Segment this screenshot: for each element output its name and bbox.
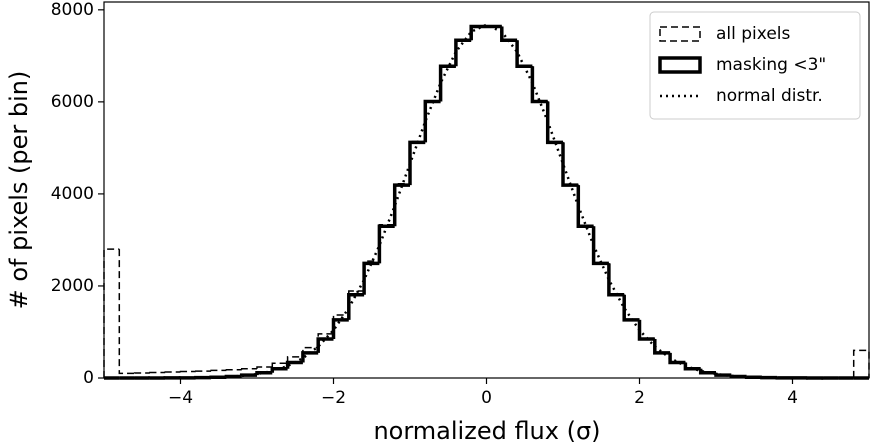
hist-bin <box>622 294 640 322</box>
hist-bin <box>577 184 594 227</box>
hist-bin <box>654 338 671 354</box>
hist-bin <box>653 339 671 355</box>
hist-bin <box>454 38 472 67</box>
hist-bin <box>469 24 487 41</box>
hist-bin <box>623 294 640 321</box>
plot-frame <box>103 1 870 379</box>
x-tick-label: −2 <box>321 388 346 408</box>
normal-curve <box>104 23 869 380</box>
hist-bin <box>316 337 334 353</box>
hist-bin <box>270 367 288 373</box>
hist-bin <box>637 319 655 341</box>
hist-bin <box>256 366 273 369</box>
hist-bin <box>576 185 594 229</box>
hist-bin <box>239 373 257 377</box>
hist-bin <box>638 319 655 340</box>
hist-bin <box>531 65 548 102</box>
hist-bin <box>392 183 410 227</box>
legend-box <box>649 11 861 120</box>
legend-label: all pixels <box>716 24 791 44</box>
hist-bin <box>607 263 625 297</box>
hist-bin <box>501 26 518 41</box>
hist-bin <box>500 26 518 43</box>
hist-bin <box>516 40 533 67</box>
x-tick-label: −4 <box>168 388 193 408</box>
hist-bin <box>423 99 441 143</box>
y-tick-label: 6000 <box>51 92 94 112</box>
legend-label: normal distr. <box>716 86 823 106</box>
hist-bin <box>377 224 395 264</box>
hist-bin <box>591 226 609 266</box>
hist-bin <box>362 261 380 295</box>
hist-bin <box>210 369 227 372</box>
hist-bin <box>285 360 303 369</box>
hist-bin <box>530 66 548 104</box>
hist-bin <box>255 370 273 376</box>
hist-bin <box>347 292 365 320</box>
hist-bin <box>608 262 625 296</box>
hist-bin <box>408 140 426 186</box>
hist-bin <box>348 290 365 315</box>
hist-bin <box>561 142 579 187</box>
hist-bin <box>439 65 456 101</box>
hist-bin <box>271 362 288 367</box>
hist-bin <box>545 101 563 145</box>
y-tick-label: 4000 <box>51 184 94 204</box>
hist-bin <box>240 368 257 370</box>
hist-bin <box>331 318 349 340</box>
hist-bin <box>698 368 716 375</box>
x-tick-label: 0 <box>481 388 492 408</box>
hist-bin <box>301 351 319 363</box>
hist-bin <box>592 226 609 264</box>
y-axis-label: # of pixels (per bin) <box>5 71 33 310</box>
legend-swatch <box>659 26 701 42</box>
hist-bin <box>744 375 762 379</box>
x-tick-label: 2 <box>634 388 645 408</box>
y-tick-label: 8000 <box>51 0 94 20</box>
hist-bin <box>393 183 410 225</box>
hist-bin <box>438 64 456 102</box>
hist-bin <box>224 374 242 379</box>
y-tick-label: 2000 <box>51 276 94 296</box>
hist-bin <box>668 352 686 365</box>
hist-bin <box>714 372 732 377</box>
hist-bin <box>546 100 563 143</box>
hist-bin <box>118 249 135 375</box>
hist-bin <box>424 100 441 142</box>
hist-bin <box>455 39 472 66</box>
hist-bin <box>562 141 579 186</box>
hist-bin <box>729 374 747 379</box>
hist-bin <box>103 248 120 378</box>
hist-bin <box>409 140 426 184</box>
hist-bin <box>852 349 870 378</box>
hist-bin <box>225 368 242 371</box>
legend-label: masking <3" <box>716 55 826 75</box>
hist-bin <box>515 40 533 68</box>
legend-swatch <box>658 56 702 74</box>
hist-bin <box>683 362 701 371</box>
y-tick-label: 0 <box>83 368 94 388</box>
x-tick-label: 4 <box>787 388 798 408</box>
x-axis-label: normalized flux (σ) <box>373 417 600 445</box>
